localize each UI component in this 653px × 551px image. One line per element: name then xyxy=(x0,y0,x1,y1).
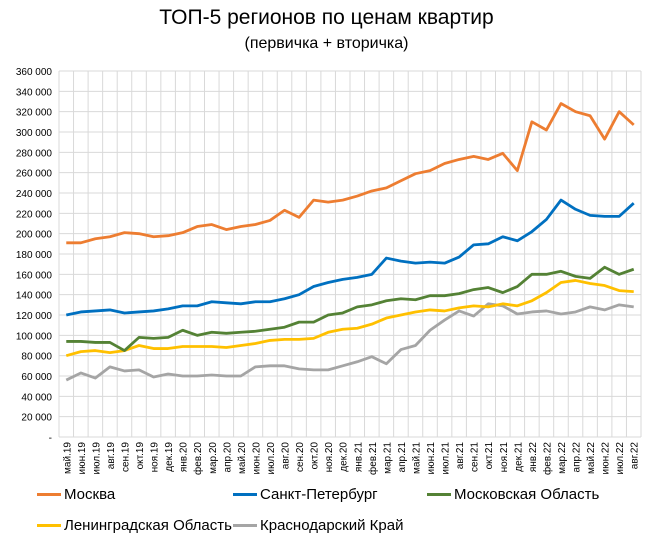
legend-label: Краснодарский Край xyxy=(260,517,404,534)
y-tick-label: 20 000 xyxy=(21,413,52,424)
y-tick-label: 300 000 xyxy=(16,128,53,139)
legend-label: Ленинградская Область xyxy=(64,517,232,534)
y-tick-label: 40 000 xyxy=(21,392,52,403)
x-tick-label: янв.22 xyxy=(528,442,539,473)
x-tick-label: апр.20 xyxy=(222,442,233,473)
x-tick-label: мар.21 xyxy=(382,442,393,474)
x-tick-label: окт.21 xyxy=(484,442,495,470)
x-tick-label: июл.21 xyxy=(441,442,452,475)
x-tick-label: июн.19 xyxy=(77,442,88,475)
x-tick-label: июн.20 xyxy=(251,442,262,475)
x-tick-label: авг.19 xyxy=(106,442,117,470)
legend-label: Московская Область xyxy=(454,486,600,503)
x-tick-label: авг.22 xyxy=(630,442,641,470)
series-line-Санкт-Петербург xyxy=(65,198,635,317)
x-tick-label: авг.21 xyxy=(455,442,466,470)
x-tick-label: окт.19 xyxy=(135,442,146,470)
x-tick-label: май.19 xyxy=(62,442,73,474)
x-tick-label: дек.21 xyxy=(513,442,524,472)
legend-swatch xyxy=(233,524,257,527)
x-tick-label: окт.20 xyxy=(310,442,321,470)
legend-label: Москва xyxy=(64,486,116,503)
series-line-Краснодарский Край xyxy=(65,302,634,382)
x-tick-label: июл.22 xyxy=(615,442,626,475)
legend-label: Санкт-Петербург xyxy=(260,486,378,503)
series-line-Ленинградская Область xyxy=(65,279,634,358)
series-line-Москва xyxy=(66,102,635,245)
x-tick-label: янв.20 xyxy=(179,442,190,473)
legend-swatch xyxy=(37,524,61,527)
x-tick-label: фев.22 xyxy=(541,442,553,475)
x-tick-label: май.20 xyxy=(237,442,248,474)
x-tick-label: июл.19 xyxy=(91,442,102,475)
chart-subtitle: (первичка + вторичка) xyxy=(244,35,409,52)
x-tick-label: апр.22 xyxy=(572,442,583,473)
legend-item: Ленинградская Область xyxy=(37,517,232,534)
x-tick-label: ноя.20 xyxy=(324,442,335,473)
legend-swatch xyxy=(427,493,451,496)
y-tick-label: 240 000 xyxy=(16,189,53,200)
y-tick-label: 140 000 xyxy=(16,291,53,302)
series-line-Московская Область xyxy=(66,265,635,352)
y-tick-label: 360 000 xyxy=(16,67,53,78)
legend-swatch xyxy=(233,493,257,496)
x-tick-label: апр.21 xyxy=(397,442,408,473)
x-tick-label: май.22 xyxy=(586,442,597,474)
x-tick-label: мар.20 xyxy=(208,442,219,474)
y-tick-label: 160 000 xyxy=(16,270,53,281)
legend-item: Санкт-Петербург xyxy=(233,486,378,503)
y-tick-label: - xyxy=(49,433,52,444)
legend-item: Краснодарский Край xyxy=(233,517,403,534)
x-tick-label: фев.21 xyxy=(367,442,379,475)
y-tick-label: 120 000 xyxy=(16,311,53,322)
x-tick-label: сен.20 xyxy=(295,442,306,472)
y-tick-label: 100 000 xyxy=(16,331,53,342)
x-tick-label: дек.20 xyxy=(339,442,350,472)
x-tick-label: дек.19 xyxy=(164,442,175,472)
x-tick-label: июн.21 xyxy=(426,442,437,475)
x-tick-label: авг.20 xyxy=(281,442,292,470)
y-tick-label: 180 000 xyxy=(16,250,53,261)
chart-title: ТОП-5 регионов по ценам квартир xyxy=(159,6,494,29)
x-tick-label: сен.21 xyxy=(470,442,481,472)
x-tick-label: ноя.19 xyxy=(150,442,161,473)
x-tick-label: июл.20 xyxy=(266,442,277,475)
y-tick-label: 340 000 xyxy=(16,87,53,98)
y-tick-label: 280 000 xyxy=(16,148,53,159)
y-tick-label: 80 000 xyxy=(21,352,52,363)
x-tick-label: июн.22 xyxy=(601,442,612,475)
legend-item: Московская Область xyxy=(427,486,599,503)
y-tick-label: 200 000 xyxy=(16,230,53,241)
x-tick-label: ноя.21 xyxy=(499,442,510,473)
y-tick-label: 320 000 xyxy=(16,108,53,119)
y-tick-label: 60 000 xyxy=(21,372,52,383)
x-tick-label: май.21 xyxy=(411,442,422,474)
x-tick-label: фев.20 xyxy=(192,442,204,475)
y-tick-label: 220 000 xyxy=(16,209,53,220)
legend-item: Москва xyxy=(37,486,115,503)
y-tick-label: 260 000 xyxy=(16,169,53,180)
x-tick-label: мар.22 xyxy=(557,442,568,474)
x-tick-label: сен.19 xyxy=(120,442,131,472)
legend-swatch xyxy=(37,493,61,496)
x-tick-label: янв.21 xyxy=(353,442,364,473)
